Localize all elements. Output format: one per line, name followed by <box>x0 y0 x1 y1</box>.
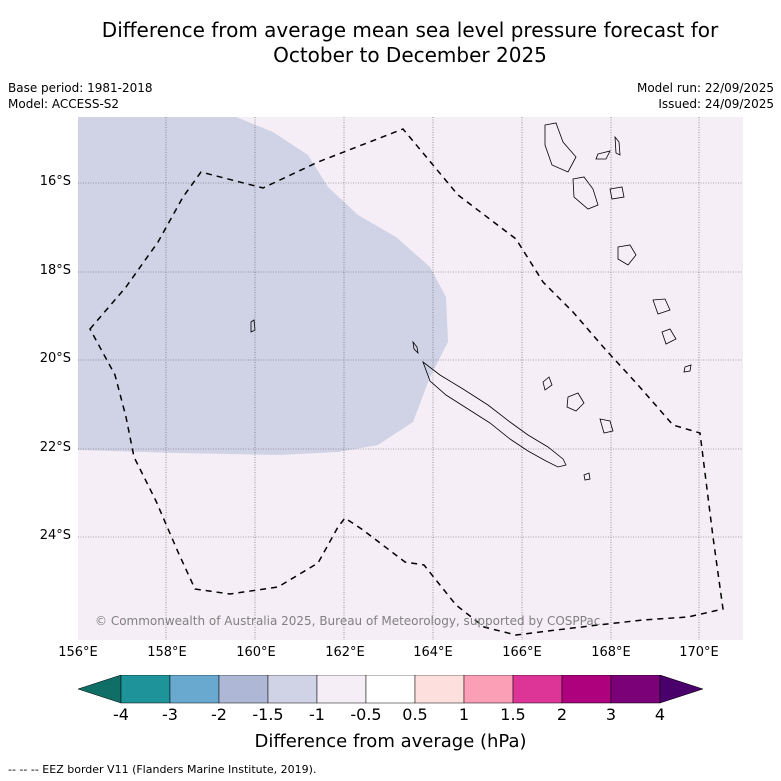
island-belep <box>412 340 419 355</box>
colorbar-cell-4 <box>267 675 318 704</box>
model-run: Model run: 22/09/2025 <box>636 81 774 95</box>
colorbar <box>78 675 704 704</box>
island-epi <box>609 186 625 200</box>
lon-label-158e: 158°E <box>147 645 187 660</box>
meta-right: Model run: 22/09/2025 Issued: 24/09/2025 <box>637 80 774 112</box>
colorbar-tick-6: 0.5 <box>402 705 428 724</box>
island-pines <box>583 472 591 481</box>
island-tanna <box>661 328 677 345</box>
island-lifou <box>566 392 585 412</box>
lat-label-18s: 18°S <box>39 263 71 278</box>
island-aneityum <box>683 364 692 373</box>
graticule <box>78 117 743 640</box>
colorbar-cell-0 <box>78 675 122 704</box>
colorbar-tick-8: 1.5 <box>500 705 526 724</box>
model-name: Model: ACCESS-S2 <box>8 97 120 111</box>
lon-label-170e: 170°E <box>679 645 719 660</box>
island-efate <box>617 244 637 266</box>
colorbar-tick-1: -3 <box>162 705 178 724</box>
colorbar-tick-3: -1.5 <box>252 705 284 724</box>
lon-label-164e: 164°E <box>413 645 453 660</box>
colorbar-cell-2 <box>169 675 220 704</box>
colorbar-tick-7: 1 <box>458 705 470 724</box>
colorbar-cell-12 <box>659 675 704 704</box>
colorbar-cell-1 <box>120 675 171 704</box>
lon-label-160e: 160°E <box>236 645 276 660</box>
lon-label-162e: 162°E <box>325 645 365 660</box>
copyright-notice: © Commonwealth of Australia 2025, Bureau… <box>95 614 601 628</box>
lat-label-20s: 20°S <box>39 351 71 366</box>
meta-left: Base period: 1981-2018 Model: ACCESS-S2 <box>8 80 153 112</box>
colorbar-cell-10 <box>561 675 612 704</box>
title-line-2: October to December 2025 <box>273 43 547 67</box>
colorbar-tick-10: 3 <box>605 705 617 724</box>
colorbar-cell-6 <box>365 675 416 704</box>
map-svg <box>78 117 743 640</box>
lon-label-156e: 156°E <box>58 645 98 660</box>
colorbar-tick-4: -1 <box>309 705 325 724</box>
map-panel <box>78 117 743 640</box>
eez-border <box>89 128 724 636</box>
colorbar-tick-5: -0.5 <box>350 705 382 724</box>
issued-date: Issued: 24/09/2025 <box>658 97 774 111</box>
lat-label-22s: 22°S <box>39 440 71 455</box>
colorbar-tick-11: 4 <box>654 705 666 724</box>
island-erromango <box>652 298 671 315</box>
colorbar-tick-2: -2 <box>211 705 227 724</box>
colorbar-cell-8 <box>463 675 514 704</box>
lon-label-168e: 168°E <box>591 645 631 660</box>
colorbar-cell-9 <box>512 675 563 704</box>
island-espiritu-santo <box>544 122 577 173</box>
colorbar-cell-7 <box>414 675 465 704</box>
colorbar-label: Difference from average (hPa) <box>254 731 527 752</box>
new-caledonia-coast <box>422 360 567 468</box>
island-chesterfield <box>250 319 256 333</box>
island-malekula <box>572 176 599 210</box>
colorbar-cell-3 <box>218 675 269 704</box>
colorbar-tick-9: 2 <box>556 705 568 724</box>
island-ouvea <box>542 376 553 391</box>
title-line-1: Difference from average mean sea level p… <box>101 18 719 42</box>
colorbar-cell-11 <box>610 675 661 704</box>
base-period: Base period: 1981-2018 <box>8 81 153 95</box>
colorbar-cell-5 <box>316 675 367 704</box>
negative-anomaly-region <box>78 117 448 455</box>
island-mare <box>599 418 614 434</box>
lon-label-166e: 166°E <box>502 645 542 660</box>
coastlines <box>250 122 692 481</box>
map-title: Difference from average mean sea level p… <box>0 18 781 68</box>
eez-legend: -- -- -- EEZ border V11 (Flanders Marine… <box>8 763 317 776</box>
lat-label-24s: 24°S <box>39 528 71 543</box>
island-maewo <box>614 135 621 156</box>
colorbar-tick-0: -4 <box>113 705 129 724</box>
island-pentecost <box>595 150 611 160</box>
lat-label-16s: 16°S <box>39 174 71 189</box>
